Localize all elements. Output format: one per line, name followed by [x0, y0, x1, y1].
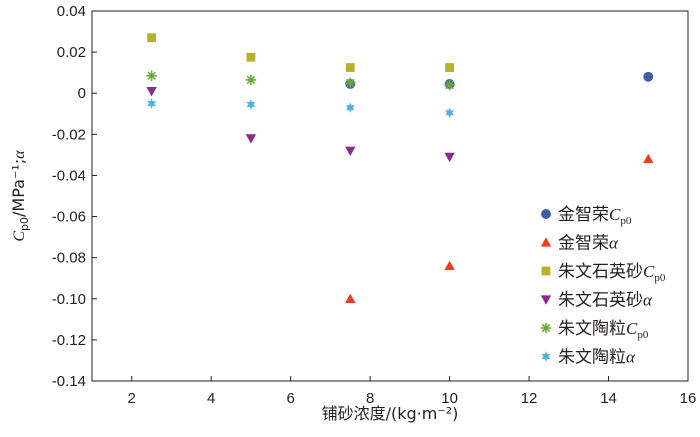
- y-tick-label: 0: [78, 85, 86, 102]
- data-point: [245, 134, 257, 144]
- data-point: [246, 52, 256, 62]
- legend-label: 金智荣α: [558, 234, 619, 254]
- x-tick-label: 16: [680, 390, 697, 407]
- y-tick-label: -0.14: [52, 373, 86, 390]
- data-point: [444, 79, 455, 91]
- data-point: [246, 99, 256, 110]
- legend-marker: [540, 237, 552, 247]
- y-tick-label: -0.06: [52, 209, 86, 226]
- plot-border: [91, 10, 689, 382]
- series-3-points: [146, 87, 455, 163]
- legend-marker: [541, 209, 551, 219]
- x-tick-label: 8: [366, 390, 374, 407]
- plot-frame: [91, 10, 689, 382]
- data-point: [147, 98, 157, 109]
- series-1-points: [345, 153, 654, 303]
- legend: 金智荣Cp0 金智荣α 朱文石英砂Cp0 朱文石英砂α 朱文陶粒Cp0 朱文陶粒α: [540, 205, 666, 368]
- legend-marker: [541, 266, 551, 276]
- legend-label: 朱文陶粒Cp0: [558, 319, 649, 341]
- data-point: [345, 146, 356, 156]
- x-tick-label: 12: [521, 390, 538, 407]
- y-tick-label: 0.04: [57, 3, 86, 20]
- y-tick-label: -0.04: [52, 167, 86, 184]
- data-point: [643, 153, 654, 164]
- y-tick-label: -0.02: [52, 126, 86, 143]
- data-point: [643, 71, 654, 82]
- data-point: [445, 63, 455, 72]
- y-tick-label: -0.10: [52, 291, 86, 308]
- y-axis-title: Cp0/MPa⁻¹;α: [9, 150, 31, 242]
- legend-marker: [540, 295, 552, 305]
- x-tick-label: 2: [128, 390, 136, 407]
- data-point: [345, 293, 356, 303]
- x-tick-label: 6: [286, 390, 294, 407]
- x-tick-label: 4: [207, 390, 215, 407]
- legend-label: 朱文陶粒α: [558, 348, 636, 368]
- legend-label: 朱文石英砂α: [558, 291, 653, 311]
- data-point: [345, 77, 356, 89]
- series-2-points: [147, 33, 455, 72]
- x-axis-ticks: 2 4 6 8 10 12 14 16: [128, 376, 697, 407]
- data-point: [345, 102, 355, 113]
- x-axis-title: 铺砂浓度/(kg·m⁻²): [322, 404, 459, 423]
- data-point: [146, 87, 157, 97]
- legend-label: 金智荣Cp0: [558, 205, 632, 227]
- y-tick-label: 0.02: [57, 44, 86, 61]
- y-axis-ticks: -0.14 -0.12 -0.10 -0.08 -0.06 -0.04 -0.02 0 0.02…: [52, 3, 97, 390]
- legend-marker: [541, 351, 551, 362]
- data-point: [146, 70, 157, 81]
- data-point: [444, 152, 455, 163]
- data-point: [245, 74, 257, 86]
- y-tick-label: -0.08: [52, 250, 86, 267]
- legend-label: 朱文石英砂Cp0: [558, 262, 666, 284]
- x-tick-label: 14: [600, 390, 617, 407]
- series-4-points: [146, 70, 455, 91]
- data-markers: [146, 33, 654, 303]
- data-point: [444, 260, 455, 271]
- x-tick-label: 10: [441, 390, 458, 407]
- data-point: [147, 33, 157, 43]
- y-tick-label: -0.12: [52, 332, 86, 349]
- series-5-points: [147, 98, 455, 118]
- data-point: [345, 63, 355, 72]
- data-point: [445, 107, 455, 118]
- legend-marker: [540, 322, 552, 334]
